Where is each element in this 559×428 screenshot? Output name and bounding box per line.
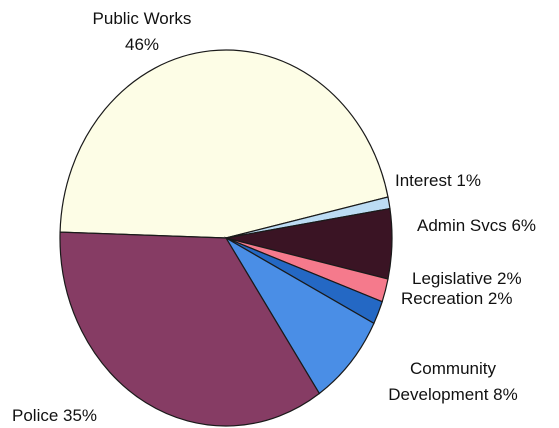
pie-slice-public-works [59,49,389,239]
slice-labels: Public Works 46% Interest 1% Admin Svcs … [12,9,536,425]
label-legislative: Legislative 2% [412,269,522,288]
pie-slices [59,49,393,427]
label-public-works-pct: 46% [125,35,159,54]
label-admin-svcs: Admin Svcs 6% [417,216,536,235]
label-community-line2: Development 8% [388,385,517,404]
label-public-works-name: Public Works [93,9,192,28]
label-recreation: Recreation 2% [401,289,513,308]
label-community-line1: Community [410,359,496,378]
pie-slice-police [59,231,321,427]
label-interest: Interest 1% [395,171,481,190]
pie-slice-community-development [224,236,375,395]
label-police: Police 35% [12,406,97,425]
